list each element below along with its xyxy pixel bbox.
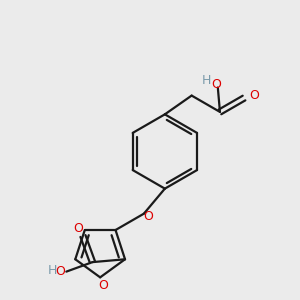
Text: O: O [212, 78, 221, 91]
Text: H: H [47, 264, 57, 277]
Text: O: O [74, 222, 83, 235]
Text: H: H [202, 74, 211, 88]
Text: O: O [56, 265, 65, 278]
Text: O: O [143, 210, 153, 223]
Text: O: O [250, 89, 260, 102]
Text: O: O [98, 279, 108, 292]
